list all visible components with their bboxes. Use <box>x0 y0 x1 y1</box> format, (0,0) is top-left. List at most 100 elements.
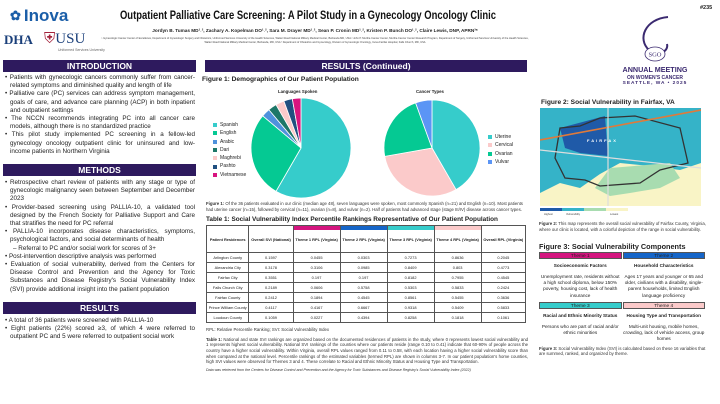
svi-components-grid: Theme 1 Theme 2 Socioeconomic Factors Unemp… <box>539 252 705 343</box>
figure1-title: Figure 1: Demographics of Our Patient Po… <box>202 76 359 83</box>
figure3-title: Figure 3: Social Vulnerability Component… <box>539 242 686 252</box>
table-cell: 0.1894 <box>292 292 341 304</box>
table-cell: 0.1597 <box>248 252 294 264</box>
table-row: Prince William County 0.4117 0.4167 0.6667 0… <box>205 302 527 314</box>
figure1-caption: Figure 1: Of the 36 patients evaluated i… <box>206 201 523 212</box>
table-cell: 0.3178 <box>248 262 294 274</box>
theme-name: Racial and Ethnic Minority Status <box>543 313 618 319</box>
methods-list: Retrospective chart review of patients w… <box>4 179 195 294</box>
languages-slice-spanish <box>275 97 352 199</box>
table-cell: 0.7955 <box>433 272 482 284</box>
legend-swatch <box>488 143 492 148</box>
table-cell: 0.5303 <box>386 282 435 294</box>
column-header: Patient Residences <box>205 225 250 254</box>
legend-item: Cervical <box>488 141 513 149</box>
theme-label: Theme 1 <box>539 252 622 260</box>
inova-icon: ✿ <box>10 8 21 23</box>
table-cell: 0.5409 <box>433 302 482 314</box>
table-cell: 0.4167 <box>292 302 341 314</box>
legend-item: Uterine <box>488 133 513 141</box>
table-cell: 0.2045 <box>480 252 527 264</box>
legend-swatch <box>488 160 492 165</box>
legend-swatch <box>213 172 217 177</box>
left-column: INTRODUCTION Patients with gynecologic c… <box>3 60 196 341</box>
theme-name: Socioeconomic Factors <box>553 263 607 269</box>
table-cell: 0.0227 <box>292 312 341 324</box>
legend-label: Cervical <box>495 142 514 149</box>
list-item: Evaluation of social vulnerability, deri… <box>4 261 195 294</box>
legend-label: Uterine <box>495 134 512 140</box>
column-header: Theme 1 RPL (Virginia) <box>292 225 341 254</box>
table-cell: 0.2412 <box>248 292 294 304</box>
data-source: Data was retrieved from the Centers for … <box>206 367 471 372</box>
theme-description: Ages 17 years and younger or 65 and olde… <box>624 273 703 298</box>
theme-box: Socioeconomic Factors Unemployment rate, … <box>539 259 622 299</box>
table-cell: 0.803 <box>433 262 482 274</box>
table-cell: 0.5455 <box>433 292 482 304</box>
theme-box: Housing Type and Transportation Multi-uni… <box>623 309 706 343</box>
legend-item: Spanish <box>213 121 246 129</box>
table-cell: 0.0606 <box>292 282 341 294</box>
results-header: RESULTS <box>3 301 196 314</box>
table-cell: 0.1059 <box>248 312 294 324</box>
svg-text:Lowest: Lowest <box>610 212 618 216</box>
table-cell: 0.8258 <box>386 312 435 324</box>
table-cell: 0.3106 <box>292 262 341 274</box>
theme-box: Household Characteristics Ages 17 years a… <box>623 259 706 299</box>
theme-label: Theme 2 <box>622 252 705 260</box>
list-item: Palliative care (PC) services can addres… <box>4 90 195 115</box>
authors: Jordyn B. Tumas MD¹˒², Zachary A. Kopelm… <box>152 28 478 33</box>
list-item: Referral to PC and/or social work for sc… <box>4 245 195 253</box>
svg-text:Highest: Highest <box>544 212 553 216</box>
table-cell: Falls Church City <box>205 282 250 294</box>
legend-item: Arabic <box>213 138 246 146</box>
table-cell: 0.4545 <box>480 272 527 284</box>
table-cell: 0.5758 <box>339 282 388 294</box>
table-row: Fairfax County 0.2412 0.1894 0.4545 0.8561 0.… <box>205 292 527 304</box>
legend-swatch <box>213 164 217 169</box>
svg-text:Vulnerability: Vulnerability <box>566 212 581 216</box>
legend-item: Pashto <box>213 162 246 170</box>
table1-caption: Table 1: National and state SVI rankings… <box>206 336 528 365</box>
legend-item: Vulvar <box>488 158 513 166</box>
list-item: Patients with gynecologic cancers common… <box>4 74 195 90</box>
shield-icon: ⛨ <box>44 31 56 47</box>
table-cell: 0.5833 <box>480 302 527 314</box>
table-cell: 0.3636 <box>480 292 527 304</box>
legend-label: Pashto <box>220 163 236 170</box>
right-lower: Figure 2: This map represents the overal… <box>539 221 711 357</box>
figure2-title: Figure 2: Social Vulnerability in Fairfa… <box>541 99 675 106</box>
table-cell: 0.6667 <box>339 302 388 314</box>
cancer-types-pie <box>383 99 481 197</box>
figure3-caption: Figure 3: Social Vulnerability Index (SV… <box>539 345 706 357</box>
table-cell: 0.1061 <box>480 312 527 324</box>
legend-swatch <box>213 123 217 128</box>
legend-label: Dari <box>220 146 230 153</box>
table-cell: 0.197 <box>339 272 388 284</box>
svi-table: Patient Residences Overall SVI (National)… <box>205 225 527 324</box>
meeting-name: ANNUAL MEETING ON WOMEN'S CANCER SEATTLE… <box>622 65 688 86</box>
usu-logo: ⛨USU Uniformed Services University <box>44 31 105 52</box>
sgo-logo: SGO <box>642 16 669 62</box>
theme-color-bar <box>434 226 481 231</box>
languages-pie <box>250 97 352 199</box>
list-item: A total of 36 patients were screened wit… <box>4 317 195 325</box>
table-cell: 0.4117 <box>248 302 294 314</box>
table-cell: Prince William County <box>205 302 250 314</box>
theme-description: Persons who are part of racial and/or et… <box>541 323 619 336</box>
svg-text:SGO: SGO <box>648 52 661 59</box>
cancer-slice-uterine <box>431 99 481 191</box>
languages-legend: Spanish English Arabic Dari Maghrebi Pashto Vi… <box>213 121 246 179</box>
center-lower: Figure 1: Of the 36 patients evaluated i… <box>205 201 528 372</box>
theme-label: Theme 3 <box>539 302 622 310</box>
table-cell: 0.3551 <box>248 272 294 284</box>
poster-title: Outpatient Palliative Care Screening: A … <box>119 10 497 22</box>
legend-item: Vietnamese <box>213 171 246 179</box>
legend-item: Maghrebi <box>213 154 246 162</box>
table1-title: Table 1: Social Vulnerability Index Perc… <box>206 216 498 224</box>
legend-swatch <box>213 139 217 144</box>
table-row: Alexandria City 0.3178 0.3106 0.0985 0.8409 0… <box>205 262 527 274</box>
table-cell: 0.8636 <box>433 252 482 264</box>
intro-header: INTRODUCTION <box>3 60 196 72</box>
column-header: Overall RPL (Virginia) <box>480 225 527 254</box>
